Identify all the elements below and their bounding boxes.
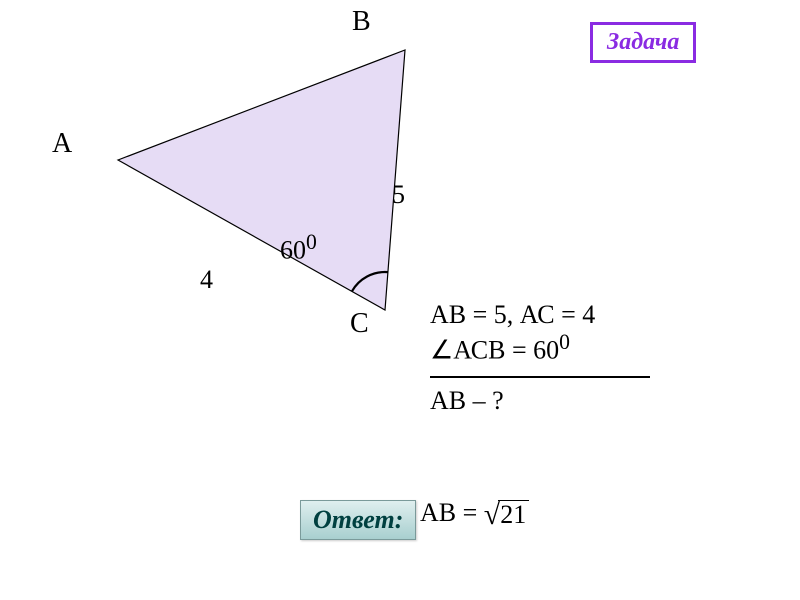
sqrt-icon: √21 [484,500,529,530]
angle-label: 600 [280,230,317,266]
side-label-BC: 5 [392,180,405,210]
vertex-label-A: А [52,128,72,160]
given-rule [430,376,650,378]
given-line2-sup: 0 [559,330,570,354]
angle-label-base: 60 [280,236,306,265]
given-line2: ∠АСВ = 600 [430,330,650,366]
vertex-label-C: С [350,308,369,340]
answer-radicand: 21 [498,500,529,530]
given-block: АВ = 5, АС = 4 ∠АСВ = 600 АВ – ? [430,300,650,416]
given-find: АВ – ? [430,386,650,416]
vertex-label-B: В [352,6,371,38]
answer-math: АВ = √21 [420,498,529,530]
answer-box: Ответ: [300,500,416,540]
side-label-AC: 4 [200,265,213,295]
angle-label-sup: 0 [306,230,317,254]
triangle-poly [118,50,405,310]
answer-label: Ответ: [313,505,403,534]
task-box: Задача [590,22,696,63]
given-line1: АВ = 5, АС = 4 [430,300,650,330]
answer-prefix: АВ = [420,498,484,527]
given-line2-prefix: ∠АСВ = [430,336,533,365]
task-label: Задача [607,29,679,55]
given-line2-base: 60 [533,336,559,365]
